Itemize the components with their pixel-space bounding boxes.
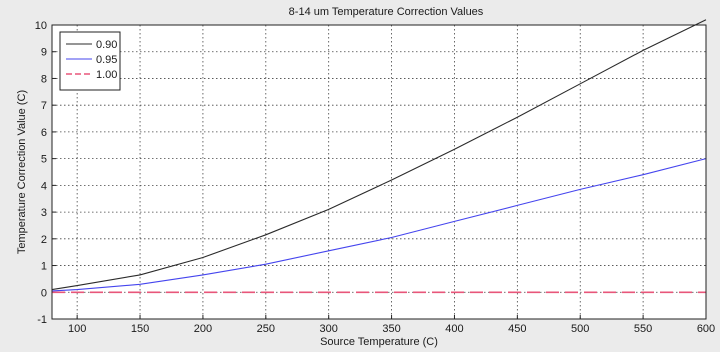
x-tick-label: 100 (68, 323, 86, 335)
legend-label: 1.00 (96, 69, 117, 81)
x-tick-label: 600 (697, 323, 715, 335)
x-tick-label: 450 (508, 323, 526, 335)
y-tick-label: 2 (41, 234, 47, 246)
series-lines (51, 19, 707, 294)
plot-frame (51, 24, 707, 320)
y-tick-label: 10 (35, 20, 47, 32)
chart-title: 8-14 um Temperature Correction Values (289, 6, 484, 18)
y-tick-label: 3 (41, 207, 47, 219)
plot-area (52, 25, 706, 319)
y-tick-label: 9 (41, 47, 47, 59)
y-tick-label: 0 (41, 287, 47, 299)
series-line-0.90 (51, 19, 707, 291)
legend-box (59, 31, 121, 91)
legend-label: 0.95 (96, 54, 117, 66)
y-tick-label: 8 (41, 73, 47, 85)
x-tick-label: 200 (194, 323, 212, 335)
x-tick-label: 400 (445, 323, 463, 335)
axis-ticks: 100 150 200 250 300 350 400 450 500 550 600 -1 0 1 2 3 4… (35, 20, 715, 335)
x-tick-label: 150 (131, 323, 149, 335)
series-line-0.95 (51, 158, 707, 292)
y-tick-label: 4 (41, 180, 47, 192)
y-tick-label: 7 (41, 100, 47, 112)
legend-label: 0.90 (96, 39, 117, 51)
x-axis-label: Source Temperature (C) (320, 336, 438, 348)
x-tick-label: 550 (634, 323, 652, 335)
x-tick-label: 250 (257, 323, 275, 335)
legend: 0.90 0.95 1.00 (59, 31, 121, 91)
y-tick-label: 5 (41, 154, 47, 166)
y-tick-label: 6 (41, 127, 47, 139)
y-tick-label: 1 (41, 261, 47, 273)
x-tick-label: 500 (571, 323, 589, 335)
y-axis-label: Temperature Correction Value (C) (16, 90, 28, 254)
x-tick-label: 300 (320, 323, 338, 335)
x-tick-label: 350 (382, 323, 400, 335)
y-tick-label: -1 (37, 314, 47, 326)
